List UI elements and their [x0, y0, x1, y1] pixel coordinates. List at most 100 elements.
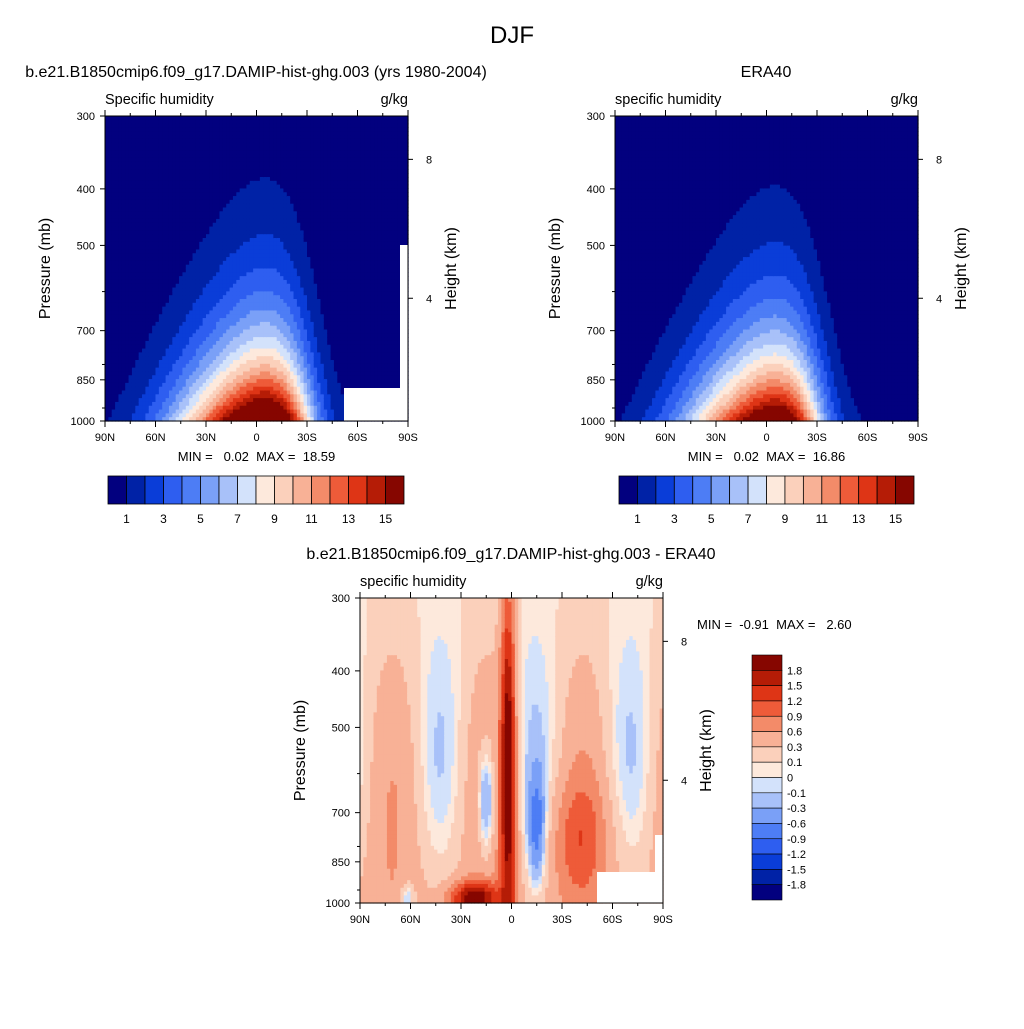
field-cell: [125, 135, 130, 140]
field-cell: [199, 257, 204, 262]
field-cell: [115, 211, 120, 216]
field-cell: [219, 188, 224, 193]
field-cell: [111, 222, 116, 228]
field-cell: [142, 390, 146, 395]
field-cell: [229, 234, 234, 239]
field-cell: [185, 154, 190, 159]
field-cell: [195, 203, 200, 209]
field-cell: [111, 135, 116, 140]
field-cell: [195, 249, 200, 254]
field-cell: [118, 215, 123, 220]
field-cell: [222, 401, 227, 407]
field-cell: [226, 146, 231, 151]
field-cell: [236, 295, 241, 300]
field-cell: [239, 394, 244, 399]
field-cell: [108, 131, 113, 136]
field-cell: [175, 302, 180, 308]
field-cell: [222, 333, 227, 338]
field-cell: [121, 386, 126, 392]
field-cell: [179, 390, 184, 395]
field-cell: [239, 138, 244, 144]
field-cell: [229, 138, 234, 144]
field-cell: [192, 302, 197, 308]
field-cell: [148, 188, 153, 193]
field-cell: [185, 119, 190, 125]
field-cell: [142, 119, 146, 125]
field-cell: [216, 375, 221, 380]
field-cell: [162, 260, 167, 266]
field-cell: [206, 184, 210, 190]
field-cell: [125, 234, 130, 239]
field-cell: [202, 344, 207, 350]
field-cell: [246, 268, 251, 273]
field-cell: [168, 333, 173, 338]
field-cell: [162, 188, 167, 193]
field-cell: [182, 260, 187, 266]
field-cell: [142, 272, 146, 277]
field-cell: [168, 318, 173, 323]
field-cell: [195, 150, 200, 155]
field-cell: [232, 413, 237, 418]
field-cell: [155, 268, 160, 273]
field-cell: [185, 146, 190, 151]
field-cell: [152, 138, 157, 144]
field-cell: [135, 173, 140, 178]
field-cell: [121, 283, 126, 289]
field-cell: [142, 352, 146, 357]
field-cell: [236, 299, 241, 304]
field-cell: [138, 123, 143, 129]
field-cell: [152, 321, 157, 327]
field-cell: [179, 218, 184, 224]
field-cell: [179, 333, 184, 338]
field-cell: [121, 363, 126, 369]
field-cell: [226, 352, 231, 357]
field-cell: [179, 386, 184, 392]
field-cell: [246, 344, 251, 350]
field-cell: [216, 409, 221, 414]
field-cell: [199, 260, 204, 266]
field-cell: [229, 177, 234, 182]
field-cell: [152, 127, 157, 132]
field-cell: [182, 386, 187, 392]
field-cell: [229, 375, 234, 380]
field-cell: [142, 245, 146, 251]
field-cell: [131, 287, 136, 292]
field-cell: [115, 409, 120, 414]
field-cell: [108, 177, 113, 182]
field-cell: [206, 340, 210, 346]
field-cell: [243, 272, 247, 277]
field-cell: [232, 127, 237, 132]
field-cell: [199, 207, 204, 212]
field-cell: [232, 188, 237, 193]
field-cell: [128, 253, 133, 258]
field-cell: [121, 116, 126, 121]
field-cell: [125, 405, 130, 411]
field-cell: [206, 295, 210, 300]
field-cell: [219, 150, 224, 155]
field-cell: [206, 211, 210, 216]
field-cell: [152, 203, 157, 209]
field-cell: [219, 127, 224, 132]
field-cell: [229, 390, 234, 395]
field-cell: [111, 333, 116, 338]
field-cell: [185, 344, 190, 350]
field-cell: [189, 310, 194, 315]
field-cell: [202, 348, 207, 353]
field-cell: [135, 314, 140, 319]
field-cell: [229, 417, 234, 422]
field-cell: [145, 135, 150, 140]
field-cell: [189, 188, 194, 193]
field-cell: [243, 238, 247, 243]
field-cell: [236, 150, 241, 155]
field-cell: [111, 196, 116, 201]
field-cell: [239, 180, 244, 186]
field-cell: [239, 207, 244, 212]
field-cell: [216, 272, 221, 277]
field-cell: [142, 382, 146, 388]
field-cell: [229, 299, 234, 304]
field-cell: [182, 196, 187, 201]
field-cell: [179, 268, 184, 273]
field-cell: [209, 287, 214, 292]
field-cell: [222, 382, 227, 388]
field-cell: [142, 276, 146, 281]
